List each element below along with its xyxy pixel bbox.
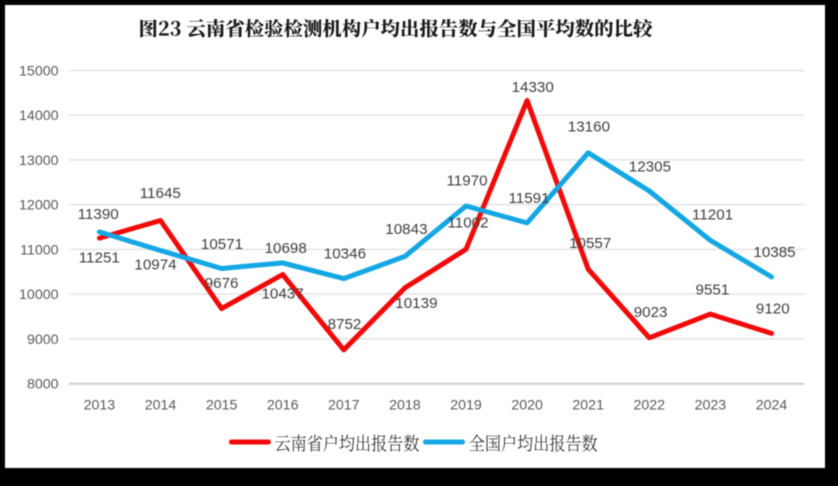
svg-text:13160: 13160 <box>568 118 610 135</box>
svg-text:11002: 11002 <box>447 215 488 232</box>
svg-text:11970: 11970 <box>446 173 487 190</box>
svg-text:2019: 2019 <box>450 397 482 413</box>
svg-text:10557: 10557 <box>569 235 611 252</box>
svg-text:2018: 2018 <box>389 397 421 413</box>
svg-text:2020: 2020 <box>511 397 543 413</box>
svg-text:12305: 12305 <box>629 159 671 176</box>
svg-text:14330: 14330 <box>512 79 554 96</box>
svg-text:10385: 10385 <box>753 244 795 261</box>
svg-text:11390: 11390 <box>78 206 119 223</box>
svg-text:11251: 11251 <box>79 249 120 266</box>
svg-text:9000: 9000 <box>27 332 59 348</box>
svg-text:11201: 11201 <box>692 207 733 224</box>
svg-text:2013: 2013 <box>84 397 116 413</box>
svg-text:9023: 9023 <box>634 304 668 321</box>
svg-text:10000: 10000 <box>19 287 59 303</box>
svg-text:10843: 10843 <box>385 221 427 238</box>
svg-text:9551: 9551 <box>696 282 730 299</box>
svg-text:2022: 2022 <box>634 397 666 413</box>
svg-text:8000: 8000 <box>27 377 59 393</box>
svg-text:14000: 14000 <box>19 108 59 124</box>
svg-text:9120: 9120 <box>756 301 790 318</box>
svg-text:11645: 11645 <box>140 185 181 202</box>
svg-text:11591: 11591 <box>508 190 549 207</box>
svg-text:2017: 2017 <box>328 397 360 413</box>
svg-text:10437: 10437 <box>261 285 303 302</box>
svg-text:15000: 15000 <box>19 64 59 80</box>
svg-text:10139: 10139 <box>395 295 437 312</box>
svg-text:10974: 10974 <box>134 256 176 273</box>
svg-text:11000: 11000 <box>20 242 59 258</box>
svg-text:2023: 2023 <box>695 397 727 413</box>
svg-text:9676: 9676 <box>205 275 239 292</box>
svg-text:2014: 2014 <box>145 397 177 413</box>
svg-text:12000: 12000 <box>19 198 59 214</box>
svg-text:2015: 2015 <box>206 397 238 413</box>
svg-text:13000: 13000 <box>19 153 59 169</box>
svg-text:2016: 2016 <box>267 397 299 413</box>
svg-text:10571: 10571 <box>201 236 243 253</box>
svg-text:8752: 8752 <box>328 316 362 333</box>
svg-text:2024: 2024 <box>756 397 788 413</box>
svg-text:2021: 2021 <box>572 397 604 413</box>
svg-text:10698: 10698 <box>265 240 307 257</box>
svg-text:10346: 10346 <box>324 245 366 262</box>
